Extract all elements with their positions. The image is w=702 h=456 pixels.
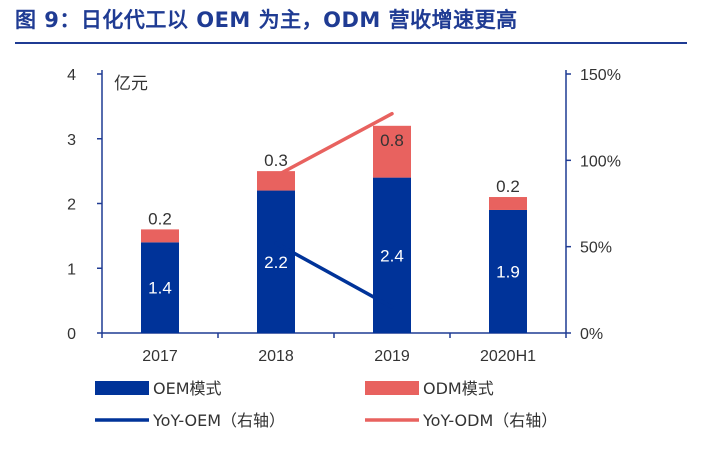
x-tick-label: 2020H1 xyxy=(480,348,536,365)
axes: 0 1 2 3 4 亿元 0% 50% 100% 150% 2017 2018 2019 2020H1 xyxy=(67,67,621,365)
y-left-tick-label: 1 xyxy=(67,261,76,278)
y-left-tick-label: 3 xyxy=(67,132,76,149)
bars xyxy=(141,125,527,333)
line-yoy-odm xyxy=(274,111,394,178)
y-left-tick-label: 2 xyxy=(67,197,76,214)
y-right-tick-label: 0% xyxy=(580,326,603,343)
bar-odm xyxy=(257,171,295,191)
data-label-oem: 2.4 xyxy=(380,246,404,265)
figure-title: 图 9：日化代工以 OEM 为主，ODM 营收增速更高 xyxy=(15,8,518,32)
legend-swatch xyxy=(365,381,419,395)
data-label-odm: 0.2 xyxy=(496,177,520,196)
y-left-tick-label: 0 xyxy=(67,326,76,343)
line-yoy-oem xyxy=(274,241,394,309)
bar-odm xyxy=(373,125,411,178)
bar-odm xyxy=(141,229,179,243)
data-label-oem: 1.4 xyxy=(148,279,172,298)
x-tick-label: 2019 xyxy=(374,348,410,365)
data-label-odm: 0.3 xyxy=(264,151,288,170)
x-tick-label: 2017 xyxy=(142,348,178,365)
y-left-tick-label: 4 xyxy=(67,67,76,84)
lines xyxy=(274,111,394,309)
legend-swatch xyxy=(95,381,149,395)
bar-oem xyxy=(257,190,295,333)
bar-oem xyxy=(489,209,527,333)
legend-label: OEM模式 xyxy=(153,379,222,398)
data-label-odm: 0.8 xyxy=(380,131,404,150)
title-underline xyxy=(15,42,687,44)
data-label-oem: 1.9 xyxy=(496,262,520,281)
legend-label: ODM模式 xyxy=(423,379,494,398)
y-right-tick-label: 100% xyxy=(580,153,621,170)
legend-label: YoY-ODM（右轴） xyxy=(422,411,557,430)
y-unit-label: 亿元 xyxy=(114,74,148,94)
bar-oem xyxy=(141,242,179,333)
data-label-oem: 2.2 xyxy=(264,253,288,272)
legend-label: YoY-OEM（右轴） xyxy=(152,411,285,430)
x-tick-label: 2018 xyxy=(258,348,294,365)
y-right-tick-label: 50% xyxy=(580,240,612,257)
legend: OEM模式 ODM模式 YoY-OEM（右轴） YoY-ODM（右轴） xyxy=(95,379,557,430)
y-right-tick-label: 150% xyxy=(580,67,621,84)
data-label-odm: 0.2 xyxy=(148,209,172,228)
bar-odm xyxy=(489,197,527,210)
data-labels: 1.4 0.2 2.2 0.3 2.4 0.8 1.9 0.2 xyxy=(148,131,520,298)
